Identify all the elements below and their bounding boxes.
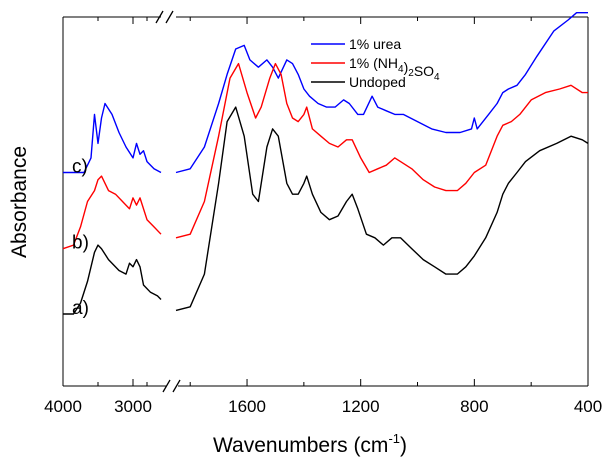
series-urea-segment-1 [63, 102, 162, 174]
x-tick-label: 1200 [342, 397, 380, 416]
legend-label-undoped: Undoped [349, 74, 406, 90]
x-tick-label: 1600 [228, 397, 266, 416]
axes-frame [62, 10, 589, 393]
series-nh4-segment-1 [62, 175, 162, 250]
curve-label-nh4: b) [72, 233, 89, 254]
axis-break-mark-top-2 [165, 10, 174, 24]
series-urea-segment-2 [175, 12, 588, 174]
x-tick-label: 4000 [44, 397, 82, 416]
y-axis-title: Absorbance [8, 146, 31, 258]
curve-label-urea: c) [72, 156, 88, 177]
x-axis-tick-labels: 4000 3000 1600 1200 800 400 [44, 397, 602, 416]
curve-labels: c) b) a) [72, 156, 89, 319]
x-tick-label: 400 [574, 397, 602, 416]
x-tick-label: 3000 [114, 397, 152, 416]
axis-break-mark-bottom-1 [162, 379, 171, 393]
series-nh4-segment-2 [175, 62, 588, 239]
series-undoped-segment-1 [63, 244, 162, 315]
series-undoped-segment-2 [175, 106, 589, 312]
plot-series [62, 12, 589, 315]
curve-label-undoped: a) [72, 298, 89, 319]
x-axis-title: Wavenumbers (cm-1) [213, 431, 407, 457]
x-axis-ticks [62, 17, 589, 386]
axis-break-mark-top-1 [155, 10, 164, 24]
x-tick-label: 800 [460, 397, 488, 416]
legend-label-urea: 1% urea [349, 36, 401, 52]
axis-break-mark-bottom-2 [172, 379, 181, 393]
legend-label-nh4: 1% (NH4)2SO4 [349, 55, 440, 83]
